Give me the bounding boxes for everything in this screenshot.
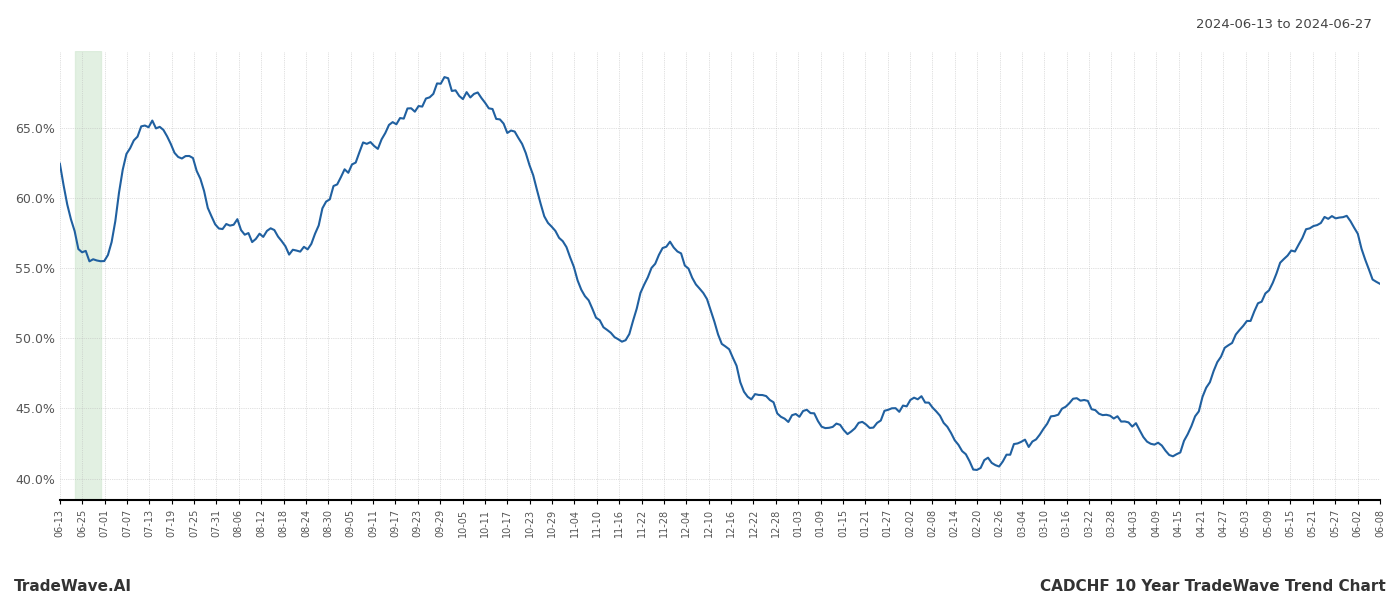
- Text: TradeWave.AI: TradeWave.AI: [14, 579, 132, 594]
- Text: 2024-06-13 to 2024-06-27: 2024-06-13 to 2024-06-27: [1196, 18, 1372, 31]
- Text: CADCHF 10 Year TradeWave Trend Chart: CADCHF 10 Year TradeWave Trend Chart: [1040, 579, 1386, 594]
- Bar: [74, 51, 101, 500]
